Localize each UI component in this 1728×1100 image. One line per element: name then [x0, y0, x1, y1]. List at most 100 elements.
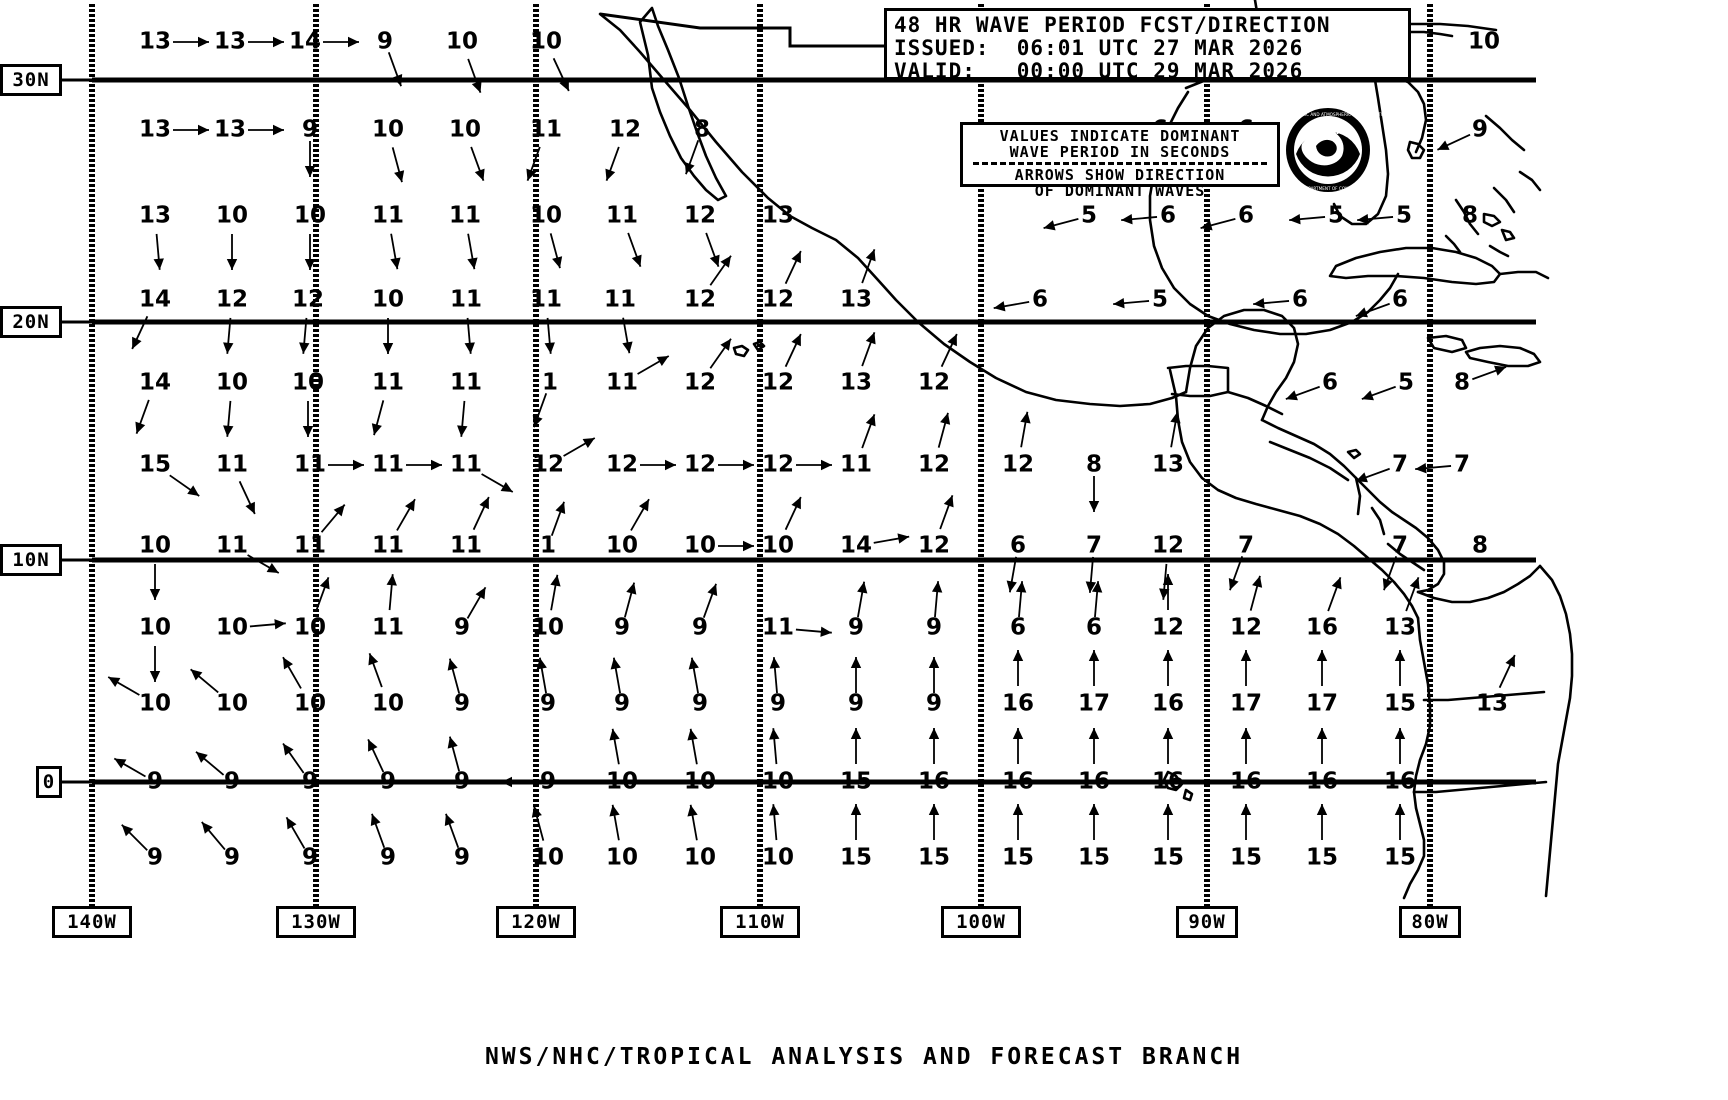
wave-data-point: 11	[606, 355, 670, 396]
wave-direction-arrowhead	[1012, 804, 1024, 815]
wave-data-point: 10	[216, 370, 248, 437]
wave-data-point: 12	[684, 452, 754, 478]
wave-data-point: 9	[692, 583, 718, 641]
wave-period-value: 8	[1454, 370, 1470, 396]
wave-period-value: 15	[1230, 845, 1262, 871]
wave-data-point: 12	[684, 338, 732, 396]
wave-direction-arrowhead	[622, 341, 633, 354]
wave-data-point: 13	[762, 203, 794, 229]
wave-data-point: 10	[532, 574, 564, 641]
wave-period-value: 12	[918, 370, 950, 396]
wave-data-point: 7	[1415, 452, 1470, 478]
wave-direction-arrowhead	[947, 334, 957, 347]
wave-period-value: 13	[762, 203, 794, 229]
wave-data-point: 15	[1384, 804, 1416, 871]
wave-data-point: 16	[1078, 728, 1110, 795]
wave-period-value: 7	[1086, 533, 1102, 559]
wave-data-point: 10	[107, 676, 171, 717]
wave-direction-arrowhead	[474, 168, 485, 181]
wave-period-value: 11	[606, 203, 638, 229]
wave-direction-arrowhead	[149, 671, 161, 682]
wave-data-point: 12	[216, 287, 248, 354]
noaa-logo-bottom-text: U.S. DEPARTMENT OF COMMERCE	[1293, 186, 1364, 191]
wave-data-point: 13	[840, 248, 876, 313]
bahamas-e	[1488, 244, 1510, 258]
wave-data-point: 10	[372, 117, 405, 183]
wave-direction-arrowhead	[187, 485, 200, 496]
wave-period-value: 10	[606, 845, 638, 871]
honduras-border	[1268, 440, 1350, 482]
wave-data-point: 11	[372, 498, 416, 559]
wave-data-point: 16	[918, 728, 950, 795]
wave-data-point: 8	[1086, 452, 1102, 512]
wave-data-point: 15	[1230, 804, 1262, 871]
legend-line-3: ARROWS SHOW DIRECTION	[1014, 166, 1226, 184]
wave-data-point: 10	[684, 728, 716, 795]
bahamas-m	[1492, 186, 1516, 214]
wave-data-point: 15	[918, 804, 950, 871]
wave-direction-arrowhead	[348, 36, 359, 48]
wave-direction-arrowhead	[1361, 390, 1374, 401]
wave-direction-arrowhead	[850, 804, 862, 815]
wave-data-point: 16	[1384, 728, 1416, 795]
legend-line-1: VALUES INDICATE DOMINANT	[999, 127, 1241, 145]
wave-data-point: 9	[113, 757, 163, 795]
wave-data-point: 14	[131, 287, 171, 350]
wave-period-value: 6	[1292, 287, 1308, 313]
longitude-label-90W: 90W	[1176, 906, 1238, 938]
wave-direction-arrowhead	[283, 657, 294, 670]
wave-direction-arrowhead	[1240, 728, 1252, 739]
wave-period-value: 9	[614, 615, 630, 641]
wave-data-point: 10	[530, 203, 563, 269]
wave-period-value: 9	[147, 769, 163, 795]
wave-direction-arrowhead	[1088, 804, 1100, 815]
wave-period-value: 11	[372, 533, 404, 559]
wave-data-point: 6	[1086, 581, 1103, 641]
wave-direction-arrowhead	[821, 459, 832, 471]
wave-period-value: 13	[214, 29, 246, 55]
wave-data-point: 10	[282, 656, 326, 717]
wave-direction-arrowhead	[626, 582, 637, 595]
wave-data-point: 12	[918, 412, 951, 478]
wave-direction-arrowhead	[1012, 650, 1024, 661]
wave-direction-arrowhead	[471, 80, 482, 93]
wave-period-value: 9	[614, 691, 630, 717]
wave-data-point: 10	[449, 117, 485, 182]
legend-divider	[973, 162, 1267, 165]
hispaniola	[1498, 270, 1550, 280]
wave-period-value: 16	[1002, 769, 1034, 795]
wave-period-value: 8	[1472, 533, 1488, 559]
wave-data-point: 16	[1306, 576, 1342, 641]
wave-period-value: 6	[1392, 287, 1408, 313]
wave-period-value: 9	[1472, 117, 1488, 143]
wave-period-value: 15	[1384, 845, 1416, 871]
wave-data-point: 5	[1357, 203, 1412, 229]
wave-data-point: 17	[1078, 650, 1110, 717]
nicaragua-edge	[1354, 476, 1362, 516]
wave-direction-arrowhead	[1316, 650, 1328, 661]
noaa-logo-wordmark: NOAA	[1312, 126, 1344, 137]
wave-direction-arrowhead	[769, 728, 780, 740]
wave-direction-arrowhead	[1088, 728, 1100, 739]
wave-data-point: 13	[840, 331, 876, 396]
wave-period-value: 12	[762, 370, 794, 396]
wave-data-point: 14	[289, 29, 359, 55]
wave-data-point: 10	[762, 804, 794, 871]
wave-direction-arrowhead	[226, 259, 238, 270]
header-leader	[599, 12, 884, 48]
wave-data-point: 11	[372, 574, 404, 641]
wave-period-value: 6	[1010, 615, 1026, 641]
wave-period-value: 12	[684, 370, 716, 396]
wave-direction-arrowhead	[928, 728, 940, 739]
wave-data-point: 11	[294, 504, 346, 559]
jamaica	[1426, 334, 1468, 354]
wave-direction-arrowhead	[370, 813, 381, 826]
wave-data-point: 10	[294, 576, 330, 641]
wave-direction-arrowhead	[1088, 650, 1100, 661]
wave-period-value: 7	[1454, 452, 1470, 478]
wave-period-value: 11	[450, 287, 482, 313]
forecast-title: 48 HR WAVE PERIOD FCST/DIRECTION	[894, 13, 1331, 37]
longitude-label-140W: 140W	[52, 906, 132, 938]
wave-direction-arrowhead	[153, 258, 164, 270]
wave-direction-arrowhead	[333, 504, 345, 517]
